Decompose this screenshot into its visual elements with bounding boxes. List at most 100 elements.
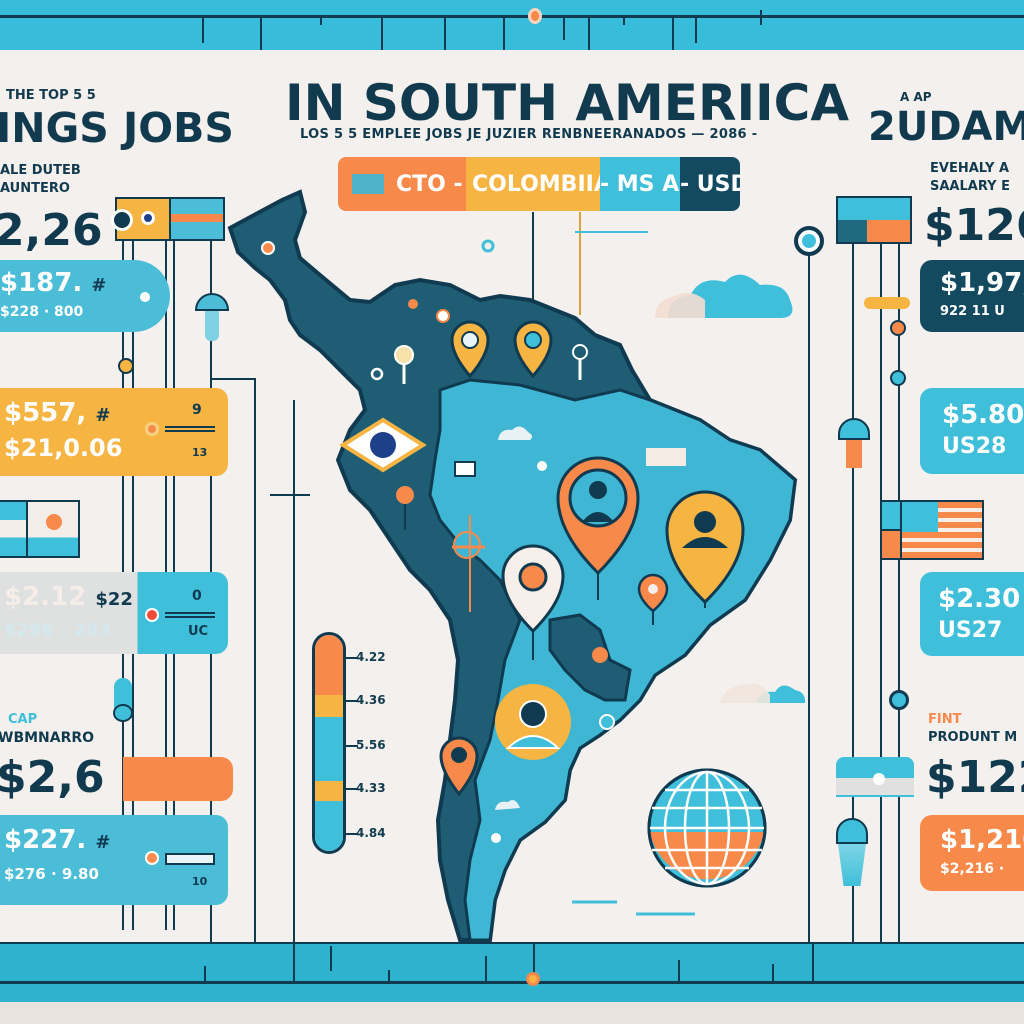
flag-stripes bbox=[0, 502, 28, 556]
card-2-badge-top: 9 bbox=[192, 402, 202, 418]
banner-segment-role[interactable]: CTO - bbox=[338, 157, 466, 211]
top-ruler-rail bbox=[0, 15, 1024, 18]
flag-side-top bbox=[882, 502, 900, 531]
bottom-ruler-bar bbox=[0, 942, 1024, 1002]
coin-icon bbox=[145, 422, 159, 436]
usa-flag-icon bbox=[880, 500, 984, 560]
tick bbox=[563, 15, 565, 40]
right-card-3-line-2: US27 bbox=[938, 618, 1003, 643]
flag-bottom bbox=[838, 220, 910, 242]
connector-line bbox=[852, 200, 854, 945]
flag-stripe bbox=[171, 214, 223, 222]
tick bbox=[623, 15, 625, 25]
tick bbox=[588, 15, 590, 50]
argentina-flag-icon bbox=[0, 500, 80, 558]
thermo-label: 4.33 bbox=[356, 781, 386, 795]
tick bbox=[533, 944, 535, 981]
card-3-badge-top: 0 bbox=[192, 588, 202, 604]
thermo-seg-teal-2 bbox=[315, 801, 343, 851]
thermo-tick bbox=[346, 745, 358, 747]
right-subtitle: EVEHALY A SAALARY E bbox=[930, 160, 1010, 196]
connector-line bbox=[808, 240, 810, 945]
flag-stripes bbox=[900, 502, 982, 558]
tick bbox=[260, 15, 262, 50]
left-sub-line-2: AUNTERO bbox=[0, 181, 70, 196]
thermo-label: 4.84 bbox=[356, 826, 386, 840]
barcode-icon bbox=[165, 612, 215, 618]
bottom-shadow bbox=[0, 1002, 1024, 1024]
card-3-line-1: $2.12 $22 bbox=[4, 582, 133, 612]
node-circle-icon bbox=[118, 358, 134, 374]
flag-sun-panel bbox=[28, 502, 78, 556]
flag-canton bbox=[902, 502, 938, 532]
right-value-1: $126 bbox=[924, 200, 1024, 251]
card-3-line-2: $296 · 283 bbox=[4, 620, 112, 641]
top-marker-pin-icon bbox=[528, 8, 542, 24]
tick bbox=[204, 966, 206, 981]
card-4-line-1: $227. # bbox=[4, 825, 111, 855]
banner-segment-currency[interactable]: - USD bbox=[680, 157, 740, 211]
thermo-seg-yellow-2 bbox=[315, 781, 343, 801]
map-pin-person-orange bbox=[556, 456, 640, 600]
flag-side bbox=[882, 502, 900, 558]
right-label-role: PRODUNT M bbox=[928, 730, 1018, 745]
right-card-2-line-2: US28 bbox=[942, 434, 1007, 459]
flag-top bbox=[838, 198, 910, 220]
tick bbox=[381, 15, 383, 50]
right-card-4-line-2: $2,216 · bbox=[940, 861, 1005, 877]
salary-card-3[interactable]: $2.12 $22 $296 · 283 0 UC bbox=[0, 572, 228, 654]
tick bbox=[503, 15, 505, 50]
left-subtitle: ALE DUTEB AUNTERO bbox=[0, 162, 81, 198]
orange-bar bbox=[123, 757, 233, 801]
tick bbox=[444, 15, 446, 50]
card-4-line-2: $276 · 9.80 bbox=[4, 865, 99, 883]
bottom-ruler-rail bbox=[0, 981, 1024, 984]
thermo-seg-yellow bbox=[315, 695, 343, 717]
map-pin-person-south bbox=[495, 684, 571, 760]
salary-card-right-2[interactable]: $5.80 US28 bbox=[920, 388, 1024, 474]
banner-segment-ms[interactable]: - MS A bbox=[600, 157, 680, 211]
flag-side-bottom bbox=[882, 531, 900, 558]
thermo-seg-orange bbox=[315, 635, 343, 695]
right-sub-line-2: SAALARY E bbox=[930, 179, 1010, 194]
thermo-label: 4.22 bbox=[356, 650, 386, 664]
left-label-cap: CAP bbox=[8, 712, 38, 727]
card-1-line-1: $187. # bbox=[0, 268, 107, 298]
tick bbox=[695, 15, 697, 43]
salary-card-right-4[interactable]: $1,210, $2,216 · bbox=[920, 815, 1024, 891]
salary-card-4[interactable]: $227. # $276 · 9.80 10 bbox=[0, 815, 228, 905]
badge-icon bbox=[145, 608, 159, 622]
salary-card-right-3[interactable]: $2.30 US27 bbox=[920, 572, 1024, 656]
connector-line bbox=[254, 378, 256, 943]
lamp-icon bbox=[836, 818, 868, 844]
flag-block bbox=[838, 220, 867, 242]
right-card-1-line-2: 922 11 U bbox=[940, 304, 1005, 319]
right-card-4-line-1: $1,210, bbox=[940, 825, 1024, 855]
map-pin-yellow-2 bbox=[513, 320, 553, 379]
node-circle-icon bbox=[889, 690, 909, 710]
salary-card-2[interactable]: $557, # $21,0.06 9 13 bbox=[0, 388, 228, 476]
banner-label-country: COLOMBIIA bbox=[472, 171, 611, 197]
left-value-2: $2,6 bbox=[0, 752, 105, 803]
thermometer-bar bbox=[312, 632, 346, 854]
barcode-icon bbox=[165, 853, 215, 865]
tick bbox=[485, 956, 487, 981]
banner-label-role: CTO - bbox=[396, 171, 463, 197]
card-4-badge-bottom: 10 bbox=[192, 875, 208, 888]
map-pin-orange-south bbox=[439, 736, 479, 797]
tick bbox=[320, 15, 322, 25]
map-pin-person-yellow bbox=[665, 490, 745, 608]
bottom-marker-icon bbox=[526, 972, 540, 986]
connector-line bbox=[880, 200, 882, 945]
thermo-tick bbox=[346, 833, 358, 835]
node-circle-icon bbox=[794, 226, 824, 256]
flag-right-panel bbox=[169, 199, 223, 239]
card-2-badge-bottom: 13 bbox=[192, 446, 208, 459]
salary-card-right-1[interactable]: $1,97, 922 11 U bbox=[920, 260, 1024, 332]
banner-segment-country[interactable]: COLOMBIIA bbox=[466, 157, 611, 211]
flag-card-icon bbox=[111, 197, 225, 241]
tick bbox=[202, 15, 204, 43]
connector-line bbox=[293, 400, 295, 943]
flag-block bbox=[866, 220, 910, 242]
